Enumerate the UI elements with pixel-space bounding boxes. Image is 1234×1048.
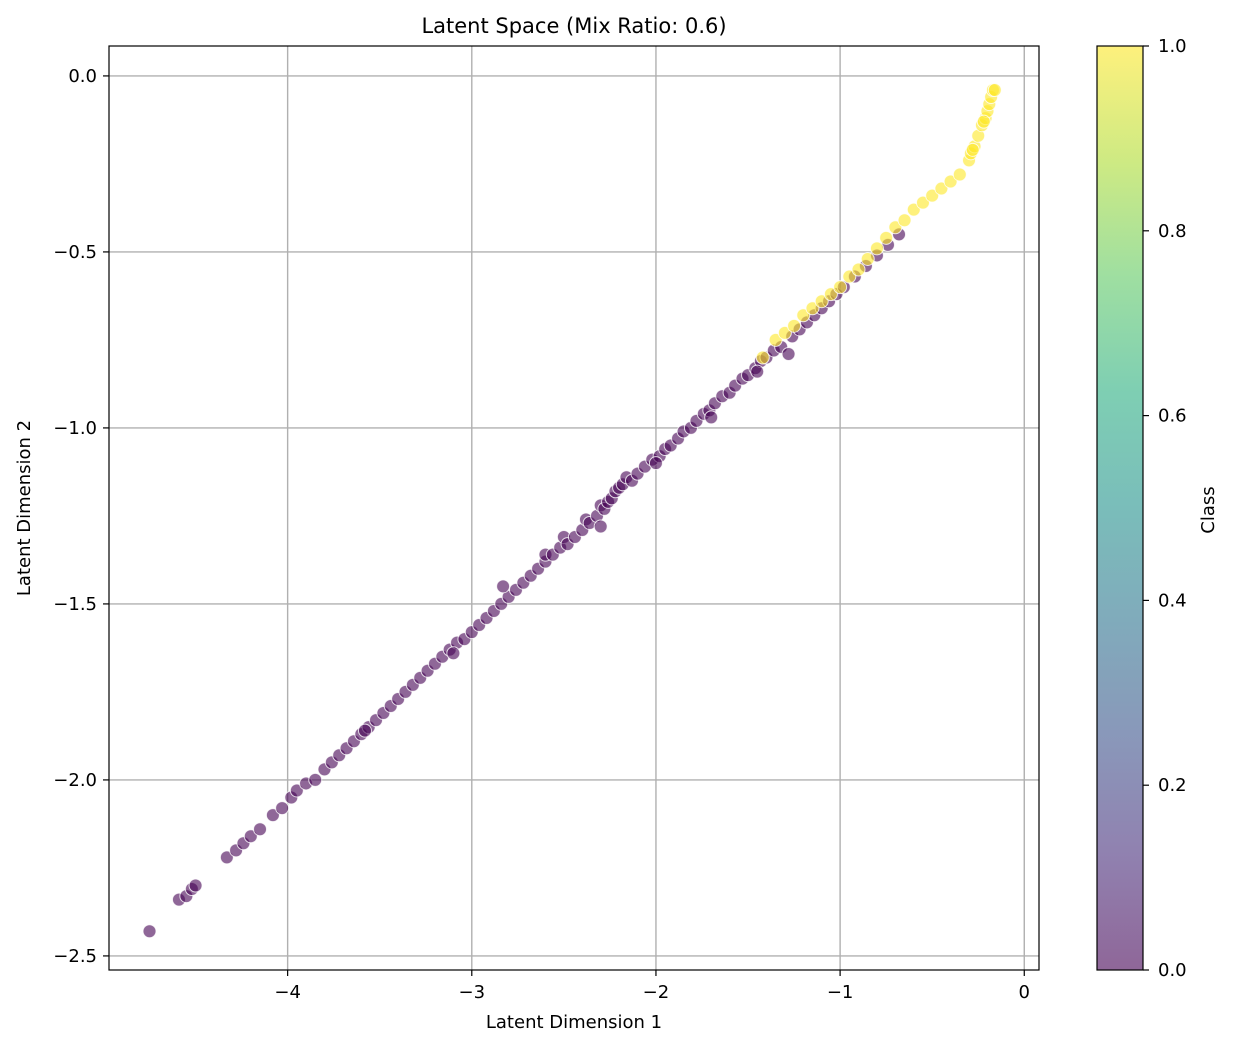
scatter-point-class-1: [943, 174, 958, 189]
scatter-point-class-1: [965, 142, 980, 157]
scatter-point-class-1: [755, 350, 770, 365]
scatter-point-class-0: [275, 801, 290, 816]
scatter-point-class-1: [906, 202, 921, 217]
scatter-point-class-0: [308, 772, 323, 787]
x-tick-label: −3: [459, 982, 486, 1003]
y-tick-label: −1.5: [53, 594, 97, 615]
scatter-point-class-0: [142, 924, 157, 939]
scatter-point-class-1: [842, 269, 857, 284]
scatter-point-class-1: [860, 251, 875, 266]
scatter-point-class-1: [915, 195, 930, 210]
scatter-point-class-0: [253, 822, 268, 837]
colorbar-tick-label: 1.0: [1158, 36, 1187, 57]
colorbar-frame: [1096, 45, 1144, 971]
colorbar-label: Class: [1198, 486, 1219, 533]
plot-area-frame: [108, 45, 1040, 971]
x-tick-label: −4: [274, 982, 301, 1003]
scatter-point-class-0: [496, 579, 511, 594]
colorbar-tick-label: 0.2: [1158, 775, 1187, 796]
y-tick-label: −1.0: [53, 418, 97, 439]
colorbar-gradient: [1097, 46, 1143, 970]
colorbar-tick-label: 0.0: [1158, 960, 1187, 981]
scatter-point-class-0: [781, 347, 796, 361]
scatter-point-class-0: [357, 723, 372, 738]
grid-lines: [109, 46, 1039, 970]
x-tick-label: −2: [643, 982, 670, 1003]
scatter-point-class-0: [750, 364, 765, 379]
scatter-point-class-1: [934, 181, 949, 196]
scatter-point-class-1: [888, 220, 903, 235]
x-axis-label: Latent Dimension 1: [486, 1012, 662, 1033]
colorbar-tick-label: 0.4: [1158, 590, 1187, 611]
scatter-point-class-0: [704, 410, 719, 425]
scatter-point-class-1: [897, 213, 912, 228]
y-axis-ticks: 0.0 −0.5 −1.0 −1.5 −2.0 −2.5: [53, 66, 109, 967]
scatter-point-class-0: [243, 829, 258, 844]
y-tick-label: −2.0: [53, 770, 97, 791]
scatter-point-class-1: [823, 287, 838, 302]
colorbar-tick-label: 0.8: [1158, 221, 1187, 242]
y-tick-label: −0.5: [53, 242, 97, 263]
scatter-point-class-1: [814, 294, 829, 309]
y-axis-label: Latent Dimension 2: [14, 420, 35, 596]
scatter-point-class-0: [289, 783, 304, 798]
scatter-point-class-1: [925, 188, 940, 203]
data-points: [142, 83, 1002, 939]
colorbar: 0.0 0.2 0.4 0.6 0.8 1.0 Class: [1096, 36, 1219, 981]
scatter-point-class-1: [768, 332, 783, 347]
scatter-point-class-0: [648, 456, 663, 471]
x-axis-ticks: −4 −3 −2 −1 0: [274, 970, 1030, 1003]
scatter-point-class-1: [787, 318, 802, 333]
x-tick-label: 0: [1019, 982, 1030, 1003]
chart-title: Latent Space (Mix Ratio: 0.6): [421, 14, 726, 38]
y-tick-label: 0.0: [68, 66, 97, 87]
scatter-point-class-1: [976, 114, 991, 129]
colorbar-ticks: 0.0 0.2 0.4 0.6 0.8 1.0: [1143, 36, 1187, 981]
x-tick-label: −1: [827, 982, 854, 1003]
scatter-point-class-0: [446, 646, 461, 661]
scatter-point-class-1: [987, 83, 1002, 97]
scatter-point-class-0: [265, 808, 280, 823]
scatter-point-class-1: [952, 167, 967, 182]
scatter-point-class-0: [593, 519, 608, 534]
scatter-point-class-1: [851, 262, 866, 277]
scatter-point-class-0: [188, 878, 203, 893]
scatter-point-class-1: [796, 308, 811, 323]
scatter-point-class-1: [879, 230, 894, 245]
scatter-point-class-1: [869, 241, 884, 256]
scatter-point-class-1: [833, 280, 848, 295]
scatter-point-class-0: [219, 850, 234, 865]
scatter-point-class-1: [777, 325, 792, 340]
scatter-point-class-1: [805, 301, 820, 316]
y-tick-label: −2.5: [53, 946, 97, 967]
colorbar-tick-label: 0.6: [1158, 406, 1187, 427]
